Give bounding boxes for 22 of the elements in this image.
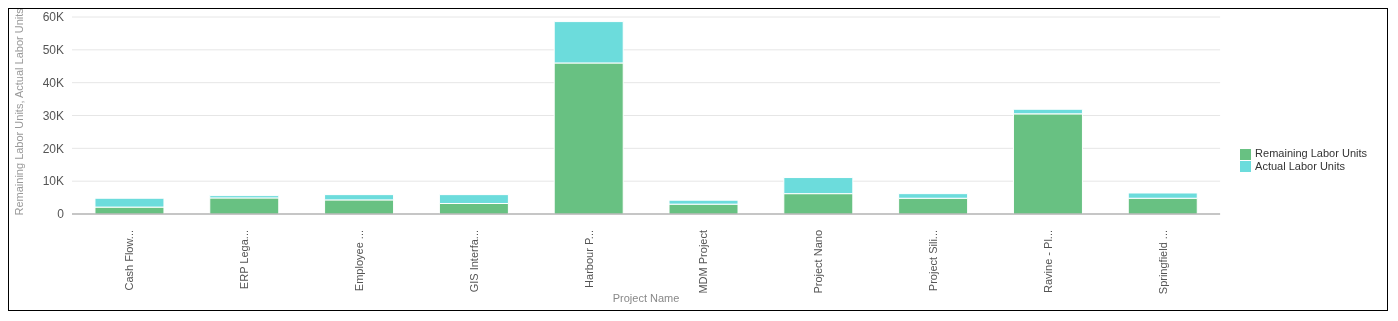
- x-tick-label: Project Nano: [812, 230, 825, 294]
- x-tick-label: Project Sili...: [927, 230, 940, 292]
- x-tick-label: MDM Project: [697, 230, 710, 294]
- x-tick-label: GIS Interfa...: [467, 230, 480, 293]
- legend-label: Actual Labor Units: [1255, 159, 1345, 172]
- y-tick-label: 50K: [42, 43, 64, 58]
- y-axis-title: Remaining Labor Units, Actual Labor Units: [12, 7, 25, 216]
- x-tick-label: Employee ...: [353, 230, 366, 292]
- y-tick-label: 40K: [42, 75, 64, 90]
- legend-label: Remaining Labor Units: [1255, 146, 1367, 159]
- x-axis-title: Project Name: [612, 292, 680, 304]
- x-tick-label: ERP Lega...: [238, 230, 251, 290]
- x-tick-label: Ravine - Pl...: [1041, 230, 1054, 293]
- x-tick-label: Cash Flow...: [123, 230, 136, 291]
- y-tick-label: 30K: [42, 108, 64, 123]
- y-tick-label: 60K: [42, 10, 64, 25]
- bar: [1012, 113, 1083, 214]
- y-tick-label: 10K: [42, 174, 64, 189]
- y-tick-label: 20K: [42, 141, 64, 156]
- y-tick-label: 0: [57, 207, 65, 222]
- x-tick-label: Springfield ...: [1156, 230, 1169, 295]
- x-tick-label: Harbour P...: [582, 230, 595, 288]
